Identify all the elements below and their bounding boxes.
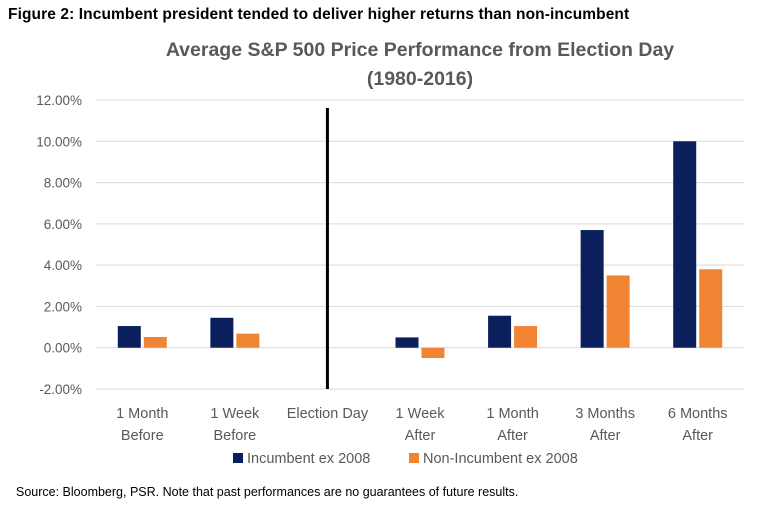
bar-incumbent — [117, 326, 141, 348]
bar-incumbent — [210, 317, 234, 348]
bar-non-incumbent — [514, 326, 538, 348]
y-tick-label: 0.00% — [44, 341, 82, 356]
y-tick-label: 2.00% — [44, 299, 82, 314]
x-tick-label: Before — [121, 428, 164, 444]
y-tick-label: 12.00% — [36, 93, 82, 108]
legend-swatch-incumbent — [233, 453, 243, 463]
source-note: Source: Bloomberg, PSR. Note that past p… — [16, 485, 519, 499]
x-tick-label: 3 Months — [575, 406, 635, 422]
x-tick-label: 6 Months — [668, 406, 728, 422]
x-tick-label: 1 Week — [396, 406, 446, 422]
bar-incumbent — [488, 315, 512, 348]
x-tick-label: Election Day — [287, 406, 369, 422]
legend-swatch-non-incumbent — [409, 453, 419, 463]
bar-non-incumbent — [143, 336, 167, 348]
bar-non-incumbent — [699, 269, 723, 348]
figure-caption: Figure 2: Incumbent president tended to … — [8, 6, 630, 23]
bar-incumbent — [580, 230, 604, 348]
x-tick-label: 1 Week — [210, 406, 260, 422]
bar-non-incumbent — [421, 347, 445, 359]
chart-title-line: (1980-2016) — [367, 68, 473, 90]
x-tick-label: 1 Month — [116, 406, 168, 422]
y-tick-label: 4.00% — [44, 258, 82, 273]
x-tick-label: After — [682, 428, 713, 444]
x-tick-label: 1 Month — [486, 406, 538, 422]
y-tick-label: -2.00% — [39, 382, 82, 397]
x-tick-label: After — [590, 428, 621, 444]
y-tick-label: 10.00% — [36, 134, 82, 149]
chart-title-line: Average S&P 500 Price Performance from E… — [166, 39, 674, 61]
legend-label-incumbent: Incumbent ex 2008 — [247, 451, 370, 467]
bar-non-incumbent — [236, 333, 260, 348]
y-tick-label: 8.00% — [44, 176, 82, 191]
x-tick-label: After — [405, 428, 436, 444]
legend-label-non-incumbent: Non-Incumbent ex 2008 — [423, 451, 578, 467]
x-tick-label: Before — [213, 428, 256, 444]
bar-incumbent — [395, 337, 419, 348]
bar-incumbent — [673, 141, 697, 348]
bar-non-incumbent — [606, 275, 630, 348]
y-tick-label: 6.00% — [44, 217, 82, 232]
x-tick-label: After — [497, 428, 528, 444]
